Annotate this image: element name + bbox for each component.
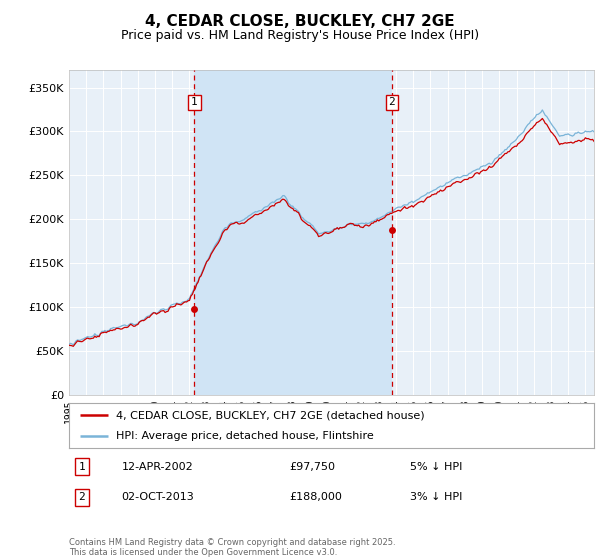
Text: 3% ↓ HPI: 3% ↓ HPI: [410, 492, 463, 502]
Text: 4, CEDAR CLOSE, BUCKLEY, CH7 2GE: 4, CEDAR CLOSE, BUCKLEY, CH7 2GE: [145, 14, 455, 29]
Text: 4, CEDAR CLOSE, BUCKLEY, CH7 2GE (detached house): 4, CEDAR CLOSE, BUCKLEY, CH7 2GE (detach…: [116, 410, 425, 421]
Text: 1: 1: [79, 461, 85, 472]
Bar: [194, 70, 392, 395]
Text: 5% ↓ HPI: 5% ↓ HPI: [410, 461, 463, 472]
Text: HPI: Average price, detached house, Flintshire: HPI: Average price, detached house, Flin…: [116, 431, 374, 441]
Text: 2: 2: [79, 492, 85, 502]
Text: Contains HM Land Registry data © Crown copyright and database right 2025.
This d: Contains HM Land Registry data © Crown c…: [69, 538, 395, 557]
Text: 12-APR-2002: 12-APR-2002: [121, 461, 193, 472]
Text: 1: 1: [191, 97, 198, 108]
Text: £97,750: £97,750: [290, 461, 335, 472]
Text: 2: 2: [388, 97, 395, 108]
Text: £188,000: £188,000: [290, 492, 343, 502]
Text: Price paid vs. HM Land Registry's House Price Index (HPI): Price paid vs. HM Land Registry's House …: [121, 29, 479, 42]
Text: 02-OCT-2013: 02-OCT-2013: [121, 492, 194, 502]
